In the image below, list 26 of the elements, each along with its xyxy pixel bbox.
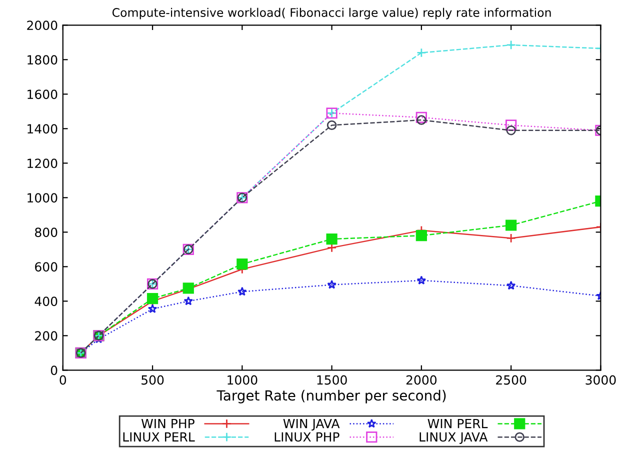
x-tick-label: 500 — [142, 375, 164, 385]
y-tick-label: 1200 — [28, 158, 58, 168]
legend-label: WIN PERL — [428, 418, 488, 428]
x-axis-title: Target Rate (number per second) — [216, 390, 446, 404]
chart-title: Compute-intensive workload( Fibonacci large value) reply rate information — [112, 8, 551, 20]
x-tick-label: 0 — [60, 375, 66, 385]
x-tick-label: 2000 — [406, 375, 437, 385]
y-tick-label: 400 — [34, 296, 58, 306]
legend-label: LINUX PHP — [274, 432, 340, 442]
legend-label: WIN JAVA — [283, 418, 340, 431]
y-tick-label: 1400 — [28, 124, 58, 134]
legend-label: LINUX PERL — [123, 432, 195, 442]
y-tick-label: 800 — [35, 228, 58, 238]
legend-label: LINUX JAVA — [420, 432, 488, 444]
y-tick-label: 600 — [35, 262, 58, 272]
x-tick-label: 1500 — [317, 375, 347, 385]
x-tick-label: 3000 — [586, 375, 616, 385]
y-tick-label: 1000 — [28, 193, 58, 203]
y-tick-label: 200 — [35, 331, 58, 341]
y-tick-label: 1600 — [28, 90, 58, 100]
y-tick-label: 1800 — [28, 55, 58, 65]
y-tick-label: 2000 — [27, 20, 58, 30]
legend-label: WIN PHP — [141, 418, 194, 428]
x-tick-label: 1000 — [228, 375, 258, 385]
x-tick-label: 2500 — [496, 375, 526, 385]
y-tick-label: 0 — [50, 366, 58, 376]
